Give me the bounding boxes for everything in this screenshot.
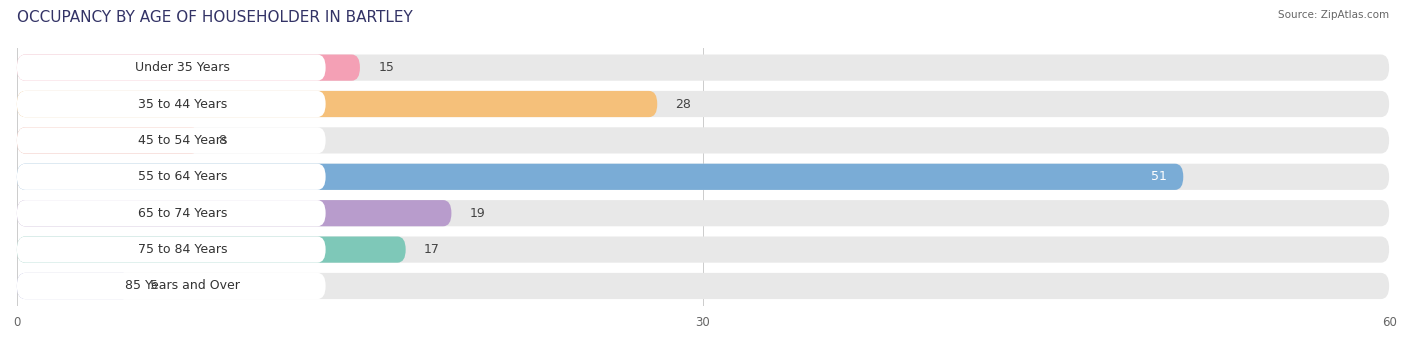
FancyBboxPatch shape: [17, 273, 326, 299]
FancyBboxPatch shape: [17, 54, 326, 81]
Text: Source: ZipAtlas.com: Source: ZipAtlas.com: [1278, 10, 1389, 20]
Text: 35 to 44 Years: 35 to 44 Years: [138, 98, 228, 111]
Text: 17: 17: [425, 243, 440, 256]
FancyBboxPatch shape: [17, 237, 1389, 263]
Text: 5: 5: [149, 279, 157, 292]
Text: 8: 8: [218, 134, 226, 147]
FancyBboxPatch shape: [17, 91, 1389, 117]
FancyBboxPatch shape: [17, 200, 1389, 226]
Text: OCCUPANCY BY AGE OF HOUSEHOLDER IN BARTLEY: OCCUPANCY BY AGE OF HOUSEHOLDER IN BARTL…: [17, 10, 412, 25]
FancyBboxPatch shape: [17, 164, 326, 190]
FancyBboxPatch shape: [17, 127, 326, 153]
FancyBboxPatch shape: [17, 127, 1389, 153]
Text: 75 to 84 Years: 75 to 84 Years: [138, 243, 228, 256]
FancyBboxPatch shape: [17, 91, 326, 117]
Text: 19: 19: [470, 207, 485, 220]
Text: 45 to 54 Years: 45 to 54 Years: [138, 134, 228, 147]
FancyBboxPatch shape: [17, 200, 326, 226]
FancyBboxPatch shape: [17, 54, 1389, 81]
FancyBboxPatch shape: [17, 237, 326, 263]
Text: 55 to 64 Years: 55 to 64 Years: [138, 170, 228, 183]
Text: Under 35 Years: Under 35 Years: [135, 61, 231, 74]
FancyBboxPatch shape: [17, 164, 1184, 190]
FancyBboxPatch shape: [17, 237, 406, 263]
FancyBboxPatch shape: [17, 273, 131, 299]
Text: 51: 51: [1152, 170, 1167, 183]
FancyBboxPatch shape: [17, 91, 657, 117]
Text: 65 to 74 Years: 65 to 74 Years: [138, 207, 228, 220]
FancyBboxPatch shape: [17, 273, 1389, 299]
FancyBboxPatch shape: [17, 164, 1389, 190]
FancyBboxPatch shape: [17, 200, 451, 226]
FancyBboxPatch shape: [17, 127, 200, 153]
Text: 85 Years and Over: 85 Years and Over: [125, 279, 240, 292]
FancyBboxPatch shape: [17, 54, 360, 81]
Text: 15: 15: [378, 61, 394, 74]
Text: 28: 28: [675, 98, 692, 111]
